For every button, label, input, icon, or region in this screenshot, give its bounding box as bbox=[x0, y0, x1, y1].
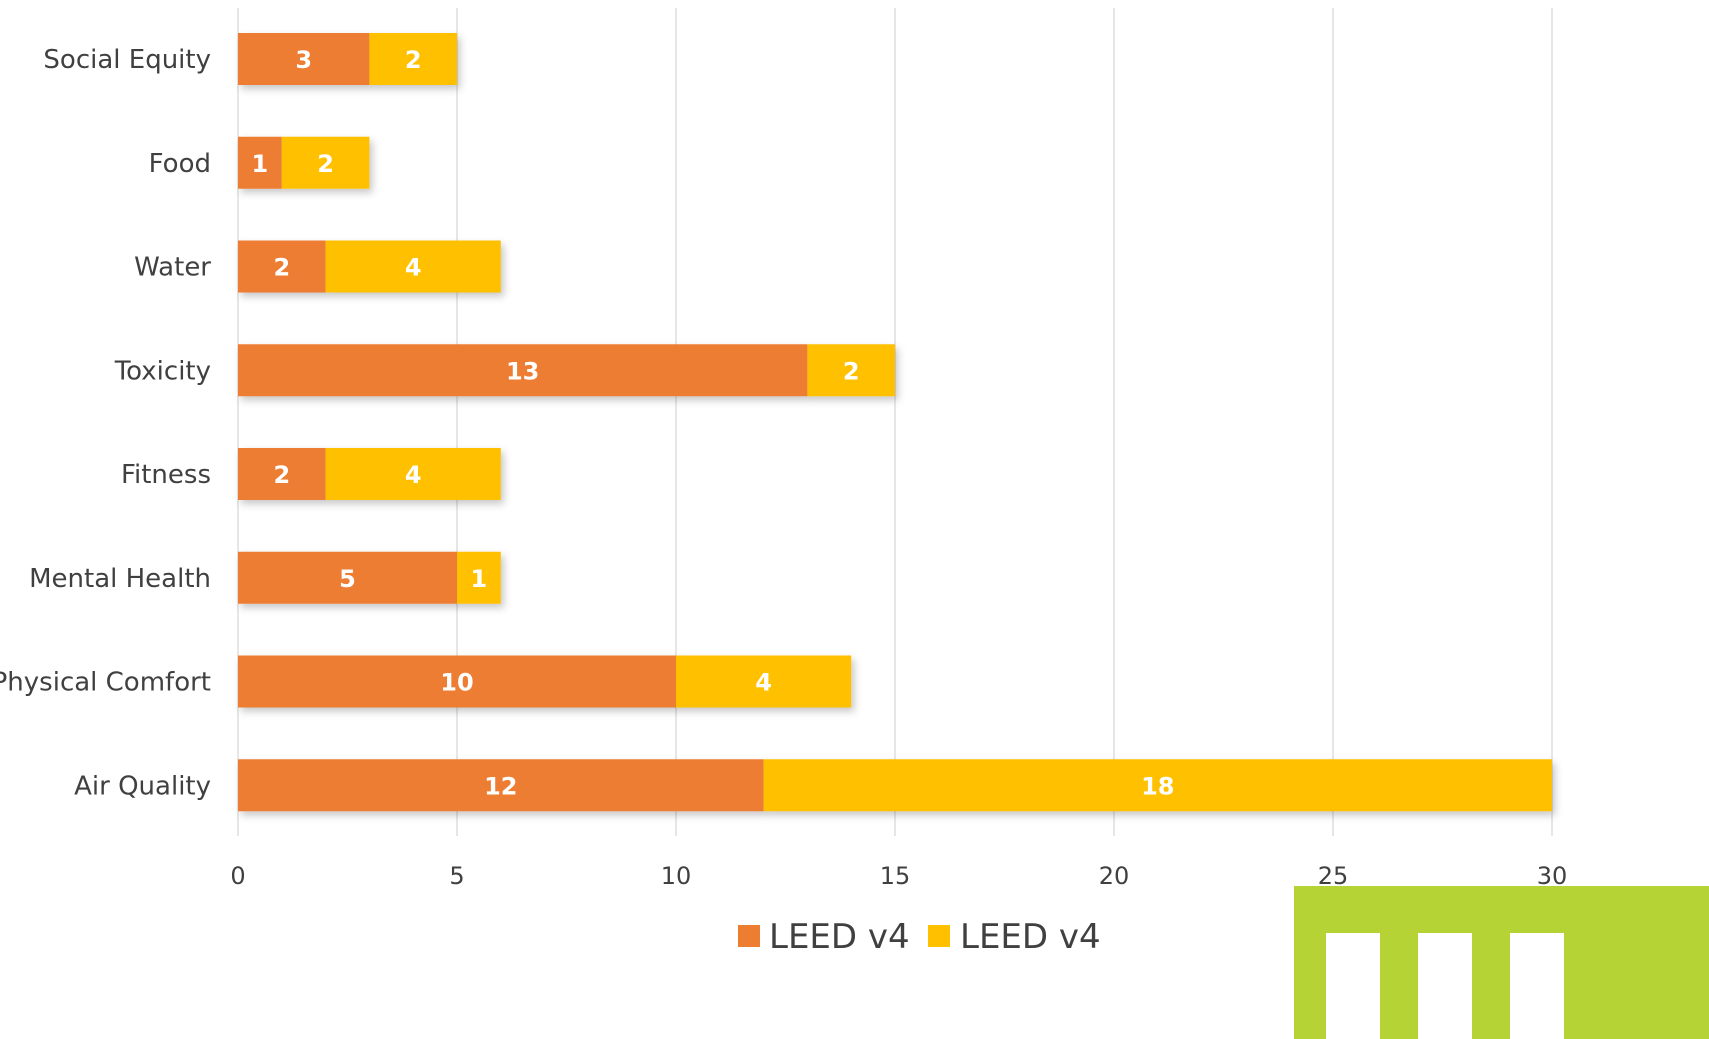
bar-segment-series-1 bbox=[238, 240, 326, 293]
category-label: Mental Health bbox=[29, 564, 211, 594]
data-label: 13 bbox=[506, 357, 539, 385]
category-label: Food bbox=[149, 149, 211, 179]
logo-block bbox=[1418, 933, 1472, 1039]
legend-label: LEED v4 bbox=[769, 917, 910, 957]
x-tick-label: 0 bbox=[230, 862, 245, 890]
category-label: Social Equity bbox=[43, 45, 211, 75]
x-tick-label: 15 bbox=[880, 862, 911, 890]
category-label: Physical Comfort bbox=[0, 668, 211, 698]
x-tick-label: 10 bbox=[661, 862, 692, 890]
legend: LEED v4 LEED v4 bbox=[738, 917, 1101, 957]
bar-segment-series-1 bbox=[238, 655, 676, 708]
data-label: 2 bbox=[317, 150, 334, 178]
category-labels: Social Equity Food Water Toxicity Fitness Men… bbox=[0, 45, 211, 801]
data-label: 2 bbox=[405, 46, 422, 74]
data-label: 2 bbox=[843, 357, 860, 385]
logo-block bbox=[1510, 933, 1564, 1039]
bar-segment-series-1 bbox=[238, 448, 326, 500]
corner-logo bbox=[1294, 886, 1709, 1039]
bar-segment-series-1 bbox=[238, 759, 764, 812]
bar-segment-series-2 bbox=[369, 33, 457, 85]
data-label: 5 bbox=[339, 565, 356, 593]
x-tick-label: 5 bbox=[449, 862, 464, 890]
category-label: Water bbox=[134, 253, 211, 283]
category-label: Air Quality bbox=[74, 771, 211, 801]
bar-segment-series-2 bbox=[325, 448, 501, 500]
x-tick-label: 20 bbox=[1099, 862, 1130, 890]
x-tick-labels: 0 5 10 15 20 25 30 bbox=[230, 862, 1567, 890]
bar-segment-series-2 bbox=[807, 344, 895, 397]
legend-swatch bbox=[928, 925, 950, 947]
gridlines bbox=[237, 8, 1553, 836]
data-label: 4 bbox=[405, 461, 422, 489]
legend-swatch bbox=[738, 925, 760, 947]
x-tick-label: 25 bbox=[1318, 862, 1349, 890]
logo-block bbox=[1326, 933, 1380, 1039]
data-label: 1 bbox=[252, 150, 269, 178]
bar-segment-series-2 bbox=[281, 136, 370, 189]
bar-segment-series-1 bbox=[238, 136, 282, 189]
data-label: 4 bbox=[755, 669, 772, 697]
bar-segment-series-1 bbox=[238, 33, 370, 85]
data-labels: 3 21 22 413 22 45 110 412 18 bbox=[252, 46, 1175, 800]
data-label: 2 bbox=[273, 254, 290, 282]
bar-segment-series-2 bbox=[325, 240, 501, 293]
category-label: Fitness bbox=[121, 460, 211, 490]
data-label: 10 bbox=[440, 669, 473, 697]
bar-segment-series-1 bbox=[238, 344, 808, 397]
x-tick-label: 30 bbox=[1537, 862, 1568, 890]
category-label: Toxicity bbox=[114, 356, 211, 386]
data-label: 4 bbox=[405, 254, 422, 282]
data-label: 3 bbox=[295, 46, 312, 74]
bar-segment-series-2 bbox=[676, 655, 852, 708]
legend-label: LEED v4 bbox=[960, 917, 1101, 957]
data-label: 1 bbox=[471, 565, 488, 593]
data-label: 18 bbox=[1141, 772, 1174, 800]
bar-segment-series-2 bbox=[763, 759, 1552, 812]
bars bbox=[238, 33, 1552, 812]
bar-segment-series-1 bbox=[238, 551, 457, 604]
data-label: 2 bbox=[273, 461, 290, 489]
bar-segment-series-2 bbox=[457, 551, 501, 604]
data-label: 12 bbox=[484, 772, 517, 800]
